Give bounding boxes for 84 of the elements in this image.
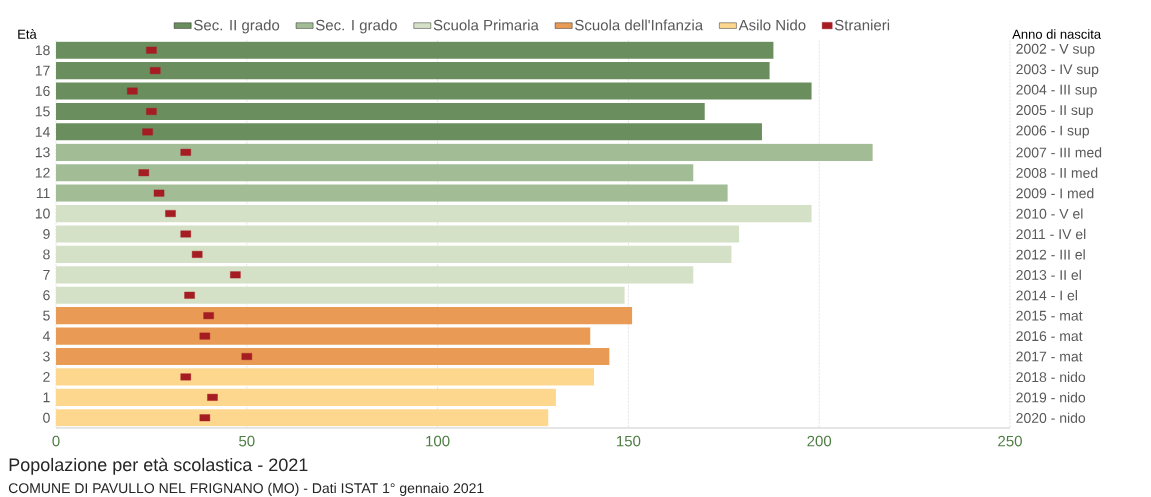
y-tick-label: 9 — [43, 229, 50, 239]
y2-tick-label: 2005 - II sup — [1016, 105, 1093, 118]
bar — [56, 62, 770, 80]
point — [207, 393, 218, 401]
y2-tick-label: 2010 - V el — [1016, 208, 1083, 219]
y2-tick-label: 2020 - nido — [1016, 412, 1086, 423]
y-tick-label: 10 — [35, 208, 50, 219]
legend-label: Scuola Primaria — [433, 19, 539, 31]
point — [203, 312, 214, 320]
legend-label: Scuola dell'Infanzia — [575, 19, 704, 31]
point — [180, 230, 191, 238]
bar — [56, 225, 740, 243]
y-tick-label: 18 — [35, 45, 50, 56]
y-tick-label: 16 — [35, 86, 50, 97]
y-tick-label: 5 — [43, 310, 50, 321]
bar — [56, 327, 591, 345]
x-tick-label: 100 — [426, 435, 450, 447]
y-tick-label: 4 — [42, 331, 50, 341]
bar — [56, 184, 728, 202]
x-tick-label: 0 — [52, 435, 60, 447]
x-tick-label: 200 — [807, 435, 832, 447]
bar — [56, 82, 812, 100]
y-tick-label: 6 — [43, 290, 50, 301]
point — [230, 271, 241, 279]
text: COMUNE DI PAVULLO NEL FRIGNANO (MO) - Dati ISTAT 1° gennaio 2021 — [8, 482, 484, 496]
x-tick-label: 50 — [239, 435, 255, 447]
y2-tick-label: 2018 - nido — [1016, 371, 1086, 383]
bar — [56, 286, 625, 304]
y2-tick-label: 2008 - II med — [1016, 167, 1098, 178]
y2-tick-label: 2016 - mat — [1016, 331, 1083, 342]
bar — [56, 123, 762, 141]
y2-tick-label: 2017 - mat — [1016, 351, 1083, 362]
point — [142, 128, 153, 136]
point — [180, 148, 191, 156]
y-tick-label: 15 — [35, 106, 50, 117]
y-tick-label: 8 — [43, 249, 50, 260]
bar — [56, 388, 556, 406]
legend-label: Sec. II grado — [194, 19, 280, 34]
point — [127, 87, 138, 95]
y2-tick-label: 2013 - II el — [1016, 269, 1081, 280]
legend-label: Sec. I grado — [315, 19, 397, 34]
y-tick-label: 13 — [35, 147, 50, 158]
y2-tick-label: 2006 - I sup — [1016, 125, 1090, 139]
y-tick-label: 1 — [43, 392, 50, 403]
point — [165, 210, 176, 218]
y2-tick-label: 2004 - III sup — [1016, 84, 1097, 98]
y2-tick-label: 2014 - I el — [1016, 290, 1077, 301]
y-tick-label: 17 — [35, 65, 50, 76]
y2-tick-label: 2012 - III el — [1016, 249, 1085, 260]
legend-label: Stranieri — [834, 19, 890, 31]
y-tick-label: 12 — [35, 167, 50, 178]
y-tick-label: 0 — [43, 412, 50, 423]
y-tick-label: 3 — [43, 351, 50, 362]
x-tick-label: 250 — [998, 435, 1022, 447]
legend-label: Asilo Nido — [738, 19, 806, 31]
bar — [56, 266, 694, 284]
point — [184, 291, 195, 299]
bar — [56, 164, 694, 182]
y-axis-title: Età — [18, 29, 37, 39]
y2-tick-label: 2007 - III med — [1016, 147, 1102, 158]
bar — [56, 368, 595, 386]
y2-axis-title: Anno di nascita — [1012, 29, 1102, 39]
y-tick-label: 14 — [35, 127, 50, 137]
bar — [56, 143, 873, 161]
point — [180, 373, 191, 381]
y2-tick-label: 2011 - IV el — [1016, 228, 1086, 240]
y-tick-label: 7 — [43, 270, 50, 280]
bar — [56, 307, 633, 325]
bar — [56, 205, 812, 223]
bar — [56, 347, 610, 366]
y2-tick-label: 2002 - V sup — [1016, 43, 1095, 57]
bar — [56, 102, 705, 121]
y-tick-label: 11 — [36, 188, 50, 198]
bar — [56, 409, 549, 427]
y2-tick-label: 2003 - IV sup — [1016, 64, 1099, 77]
x-tick-label: 150 — [617, 435, 641, 447]
y2-tick-label: 2015 - mat — [1016, 310, 1083, 321]
text: Popolazione per età scolastica - 2021 — [9, 457, 308, 475]
bar — [56, 245, 732, 263]
point — [146, 46, 157, 54]
y-tick-label: 2 — [43, 372, 50, 382]
y2-tick-label: 2019 - nido — [1016, 392, 1086, 403]
bar — [56, 41, 774, 59]
y2-tick-label: 2009 - I med — [1016, 188, 1094, 199]
